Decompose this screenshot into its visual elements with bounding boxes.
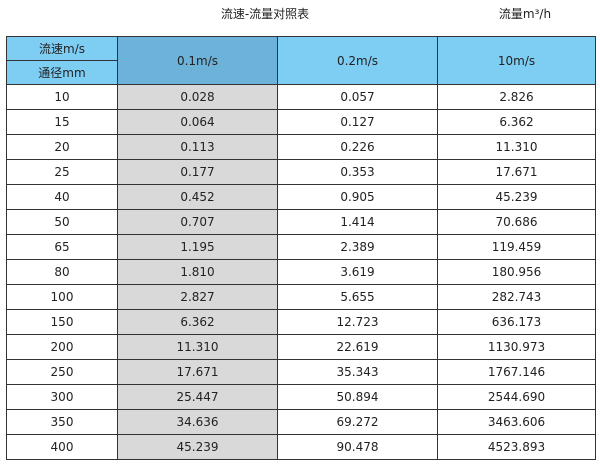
table-row: 15 0.064 0.127 6.362 <box>6 109 596 135</box>
flow-cell: 35.343 <box>277 359 438 385</box>
flow-cell: 17.671 <box>117 359 278 385</box>
table-row: 200 11.310 22.619 1130.973 <box>6 334 596 360</box>
table-row: 65 1.195 2.389 119.459 <box>6 234 596 260</box>
flow-cell: 1767.146 <box>437 359 596 385</box>
diameter-cell: 200 <box>6 334 118 360</box>
flow-cell: 3.619 <box>277 259 438 285</box>
flow-cell: 2.826 <box>437 84 596 110</box>
diameter-header: 通径mm <box>6 60 118 85</box>
diameter-cell: 25 <box>6 159 118 185</box>
diameter-cell: 400 <box>6 434 118 460</box>
diameter-cell: 20 <box>6 134 118 160</box>
table-row: 150 6.362 12.723 636.173 <box>6 309 596 335</box>
diameter-cell: 80 <box>6 259 118 285</box>
diameter-cell: 350 <box>6 409 118 435</box>
flow-cell: 50.894 <box>277 384 438 410</box>
velocity-header: 流速m/s <box>6 36 118 61</box>
flow-cell: 5.655 <box>277 284 438 310</box>
diameter-cell: 15 <box>6 109 118 135</box>
flow-cell: 45.239 <box>437 184 596 210</box>
table-row: 20 0.113 0.226 11.310 <box>6 134 596 160</box>
table-row: 50 0.707 1.414 70.686 <box>6 209 596 235</box>
flow-cell: 0.057 <box>277 84 438 110</box>
unit-label: 流量m³/h <box>498 7 552 21</box>
flow-cell: 0.353 <box>277 159 438 185</box>
flow-cell: 3463.606 <box>437 409 596 435</box>
diameter-cell: 50 <box>6 209 118 235</box>
flow-cell: 6.362 <box>437 109 596 135</box>
velocity-flow-table: 流速m/s 0.1m/s 0.2m/s 10m/s 通径mm 10 0.028 0.… <box>6 36 596 460</box>
flow-cell: 2.827 <box>117 284 278 310</box>
table-row: 300 25.447 50.894 2544.690 <box>6 384 596 410</box>
flow-cell: 2544.690 <box>437 384 596 410</box>
diameter-cell: 40 <box>6 184 118 210</box>
flow-cell: 90.478 <box>277 434 438 460</box>
flow-cell: 0.113 <box>117 134 278 160</box>
flow-cell: 34.636 <box>117 409 278 435</box>
table-row: 25 0.177 0.353 17.671 <box>6 159 596 185</box>
diameter-cell: 10 <box>6 84 118 110</box>
table-row: 100 2.827 5.655 282.743 <box>6 284 596 310</box>
flow-cell: 6.362 <box>117 309 278 335</box>
diameter-cell: 65 <box>6 234 118 260</box>
column-header: 0.1m/s <box>117 36 278 85</box>
flow-cell: 1.810 <box>117 259 278 285</box>
table-title: 流速-流量对照表 <box>220 7 310 21</box>
table-row: 400 45.239 90.478 4523.893 <box>6 434 596 460</box>
flow-cell: 1.414 <box>277 209 438 235</box>
flow-cell: 17.671 <box>437 159 596 185</box>
flow-cell: 12.723 <box>277 309 438 335</box>
flow-cell: 180.956 <box>437 259 596 285</box>
flow-cell: 70.686 <box>437 209 596 235</box>
flow-cell: 0.127 <box>277 109 438 135</box>
flow-cell: 282.743 <box>437 284 596 310</box>
flow-cell: 0.226 <box>277 134 438 160</box>
table-row: 40 0.452 0.905 45.239 <box>6 184 596 210</box>
flow-cell: 0.064 <box>117 109 278 135</box>
flow-cell: 1.195 <box>117 234 278 260</box>
diameter-cell: 100 <box>6 284 118 310</box>
flow-cell: 0.707 <box>117 209 278 235</box>
flow-cell: 69.272 <box>277 409 438 435</box>
flow-cell: 4523.893 <box>437 434 596 460</box>
flow-cell: 0.177 <box>117 159 278 185</box>
flow-cell: 636.173 <box>437 309 596 335</box>
flow-cell: 1130.973 <box>437 334 596 360</box>
table-row: 350 34.636 69.272 3463.606 <box>6 409 596 435</box>
table-row: 10 0.028 0.057 2.826 <box>6 84 596 110</box>
flow-cell: 45.239 <box>117 434 278 460</box>
diameter-cell: 300 <box>6 384 118 410</box>
flow-cell: 119.459 <box>437 234 596 260</box>
column-header: 10m/s <box>437 36 596 85</box>
table-row: 250 17.671 35.343 1767.146 <box>6 359 596 385</box>
flow-cell: 2.389 <box>277 234 438 260</box>
diameter-cell: 150 <box>6 309 118 335</box>
flow-cell: 25.447 <box>117 384 278 410</box>
flow-cell: 22.619 <box>277 334 438 360</box>
flow-cell: 0.028 <box>117 84 278 110</box>
diameter-cell: 250 <box>6 359 118 385</box>
column-header: 0.2m/s <box>277 36 438 85</box>
flow-cell: 0.905 <box>277 184 438 210</box>
flow-cell: 0.452 <box>117 184 278 210</box>
flow-cell: 11.310 <box>437 134 596 160</box>
table-row: 80 1.810 3.619 180.956 <box>6 259 596 285</box>
flow-cell: 11.310 <box>117 334 278 360</box>
